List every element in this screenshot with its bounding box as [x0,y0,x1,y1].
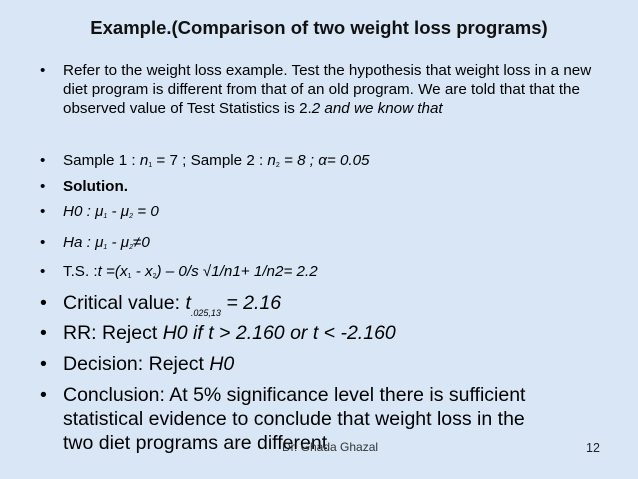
bullet-icon: • [40,152,46,169]
bullet-icon: • [40,292,47,314]
bullet-icon: • [40,203,46,220]
rejection-region-text: RR: Reject H0 if t > 2.160 or t < -2.160 [63,322,396,344]
solution-label: Solution. [63,178,128,195]
bullet-icon: • [40,178,46,195]
test-statistic-text: T.S. :t =(x1 - x2) – 0/s √1/n1+ 1/n2= 2.… [63,263,318,280]
bullet-icon: • [40,263,46,280]
bullet-icon: • [40,353,47,375]
slide-title: Example.(Comparison of two weight loss p… [90,17,548,38]
samples-text: Sample 1 : n1 = 7 ; Sample 2 : n2 = 8 ; … [63,152,370,169]
conclusion-text: Conclusion: At 5% significance level the… [63,384,526,454]
critical-value-text: Critical value: t.025,13 = 2.16 [63,292,282,318]
alt-hypothesis-text: Ha : μ1 - μ2≠0 [63,234,150,251]
page-number: 12 [586,441,600,455]
bullet-icon: • [40,384,47,406]
null-hypothesis-text: H0 : μ1 - μ2 = 0 [63,203,159,220]
bullet-icon: • [40,234,46,251]
bullet-icon: • [40,62,46,79]
bullet-icon: • [40,322,47,344]
slide-footer: Dr. Ghada Ghazal [282,440,379,454]
problem-text: Refer to the weight loss example. Test t… [63,62,592,117]
decision-text: Decision: Reject H0 [63,353,235,375]
